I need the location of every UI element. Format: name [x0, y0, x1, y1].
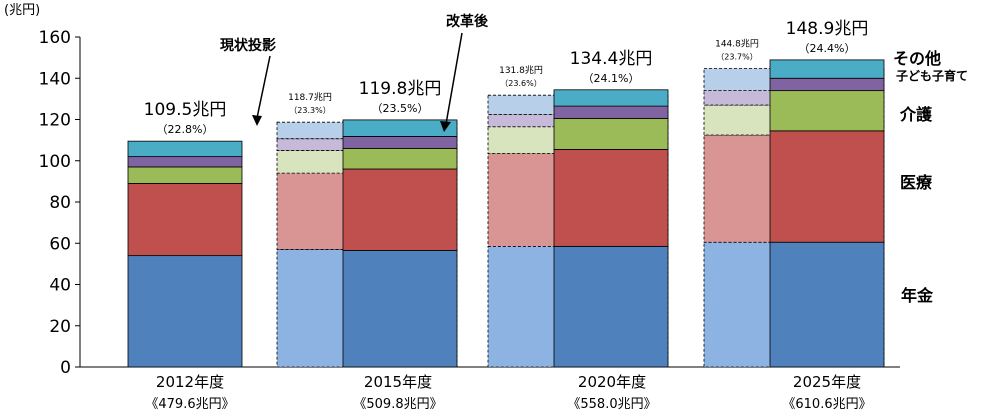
- pct-label-2015年度-reform: （23.5%）: [372, 102, 429, 115]
- total-label-2015年度-reform: 119.8兆円: [359, 79, 442, 99]
- legend-label-3: 子ども子育て: [896, 68, 968, 83]
- legend-label-4: その他: [893, 49, 941, 68]
- y-tick-label-7: 140: [39, 69, 71, 89]
- gdp-label-3: 《610.6兆円》: [782, 397, 871, 412]
- bar-2015年度-reform-seg-1: [342, 168, 458, 251]
- legend-label-0: 年金: [901, 286, 934, 305]
- bars: [127, 59, 885, 368]
- category-label-3: 2025年度: [793, 373, 861, 391]
- annotation-projection: 現状投影: [220, 37, 276, 126]
- bar-2012年度-actual-seg-2: [127, 166, 243, 184]
- bar-2020年度-reform-seg-4: [553, 89, 669, 107]
- pct-label-2015年度-projection: （23.3%）: [289, 106, 330, 115]
- bar-2020年度-reform-seg-3: [553, 105, 669, 119]
- bar-2012年度-actual-seg-4: [127, 140, 243, 158]
- bar-2012年度-actual-seg-3: [127, 156, 243, 168]
- legend-label-2: 介護: [899, 105, 933, 124]
- y-tick-label-4: 80: [49, 193, 71, 213]
- bar-2020年度-reform-seg-2: [553, 118, 669, 150]
- total-label-2012年度-actual: 109.5兆円: [144, 100, 227, 120]
- bar-2025年度-reform-seg-1: [769, 130, 885, 243]
- total-label-2025年度-reform: 148.9兆円: [786, 19, 869, 39]
- annotation-projection-arrowhead: [252, 115, 262, 126]
- annotation-reform-label: 改革後: [446, 13, 489, 30]
- total-label-2020年度-reform: 134.4兆円: [570, 49, 653, 69]
- annotation-projection-label: 現状投影: [220, 37, 276, 54]
- annotation-reform-arrow: [445, 32, 463, 125]
- bar-2012年度-actual-seg-0: [127, 255, 243, 368]
- bar-2015年度-reform-seg-0: [342, 250, 458, 368]
- pct-label-2025年度-reform: （24.4%）: [799, 42, 856, 55]
- category-label-0: 2012年度: [156, 373, 224, 391]
- y-tick-label-0: 0: [60, 358, 71, 378]
- y-tick-label-1: 20: [49, 317, 71, 337]
- bar-2020年度-reform-seg-0: [553, 245, 669, 368]
- pct-label-2025年度-projection: （23.7%）: [716, 52, 757, 61]
- annotation-reform: 改革後: [440, 13, 489, 132]
- gdp-label-2: 《558.0兆円》: [567, 397, 656, 412]
- data-labels: 109.5兆円 （22.8%） 118.7兆円 （23.3%） 119.8兆円 （23.5…: [144, 19, 869, 136]
- annotation-reform-arrowhead: [440, 121, 451, 132]
- category-labels: 2012年度《479.6兆円》 2015年度《509.8兆円》 2020年度《558…: [145, 373, 871, 412]
- y-tick-label-5: 100: [39, 152, 71, 172]
- y-unit-label: (兆円): [4, 3, 40, 18]
- bar-2012年度-actual-seg-1: [127, 183, 243, 257]
- bar-2025年度-reform-seg-4: [769, 59, 885, 79]
- bar-2025年度-reform-seg-3: [769, 77, 885, 92]
- pct-label-2020年度-projection: （23.6%）: [500, 79, 541, 88]
- bar-2025年度-reform-seg-0: [769, 241, 885, 368]
- gdp-label-0: 《479.6兆円》: [145, 397, 234, 412]
- pct-label-2020年度-reform: （24.1%）: [583, 72, 640, 85]
- bar-2015年度-reform-seg-2: [342, 147, 458, 170]
- total-label-2025年度-projection: 144.8兆円: [715, 38, 759, 49]
- total-label-2020年度-projection: 131.8兆円: [499, 65, 543, 76]
- y-tick-label-2: 40: [49, 276, 71, 296]
- pct-label-2012年度-actual: （22.8%）: [157, 123, 214, 136]
- category-label-1: 2015年度: [364, 373, 432, 391]
- bar-2015年度-reform-seg-4: [342, 119, 458, 137]
- y-tick-label-3: 60: [49, 234, 71, 254]
- gdp-label-1: 《509.8兆円》: [353, 397, 442, 412]
- y-tick-label-6: 120: [39, 111, 71, 131]
- bar-2025年度-reform-seg-2: [769, 90, 885, 132]
- y-tick-label-8: 160: [39, 28, 71, 48]
- y-axis: 0 20 40 60 80 100 120 140 160: [39, 28, 900, 378]
- bar-2020年度-reform-seg-1: [553, 149, 669, 247]
- annotation-projection-arrow: [256, 55, 271, 119]
- legend-label-1: 医療: [900, 173, 933, 192]
- category-label-2: 2020年度: [578, 373, 646, 391]
- total-label-2015年度-projection: 118.7兆円: [288, 92, 332, 103]
- bar-2015年度-reform-seg-3: [342, 136, 458, 149]
